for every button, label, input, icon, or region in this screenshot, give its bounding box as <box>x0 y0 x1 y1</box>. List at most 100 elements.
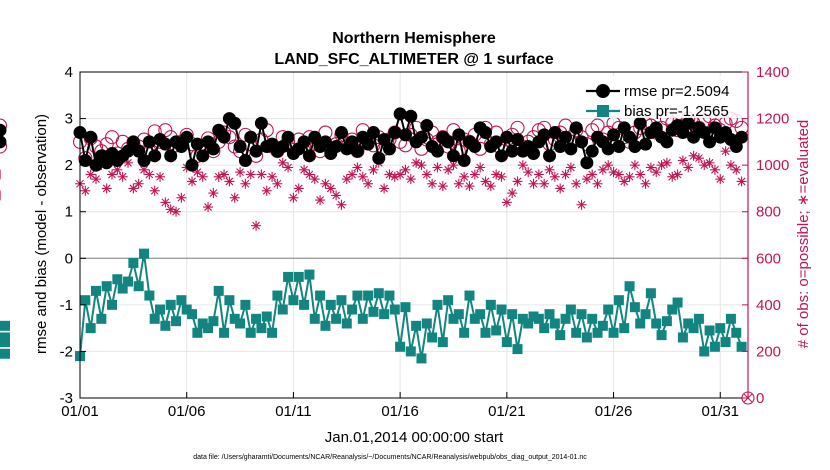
asterisk-stroke <box>305 170 314 179</box>
bias-point <box>544 309 555 320</box>
bias-point <box>491 325 502 336</box>
evaluated-point <box>453 178 464 189</box>
evaluated-point <box>405 174 416 185</box>
evaluated-point <box>235 167 246 178</box>
asterisk-stroke <box>428 179 437 188</box>
asterisk-stroke <box>113 165 122 174</box>
evaluated-point <box>587 169 598 180</box>
bias-point <box>123 276 134 287</box>
bias-point <box>128 257 139 268</box>
bias-point <box>219 327 230 338</box>
rmse-point <box>148 149 162 163</box>
rmse-point <box>441 135 455 149</box>
asterisk-stroke <box>81 186 90 195</box>
evaluated-point <box>187 176 198 187</box>
bias-point <box>523 318 534 329</box>
y-tick-label-right: 1000 <box>756 157 789 174</box>
evaluated-point <box>437 181 448 192</box>
asterisk-stroke <box>737 177 746 186</box>
y-tick-label-left: -2 <box>60 343 73 360</box>
asterisk-stroke <box>204 203 212 211</box>
bias-point <box>400 302 411 313</box>
evaluated-point <box>560 169 571 180</box>
rmse-point <box>196 149 210 163</box>
asterisk-stroke <box>358 172 367 181</box>
rmse-point <box>703 135 717 149</box>
bias-point <box>256 323 267 334</box>
bias-point <box>485 299 496 310</box>
bias-point <box>384 290 395 301</box>
evaluated-point <box>496 171 507 182</box>
rmse-point <box>382 142 396 156</box>
bias-point <box>0 348 10 359</box>
rmse-point <box>569 121 583 135</box>
bias-point <box>203 323 214 334</box>
asterisk-stroke <box>406 175 415 184</box>
bias-point <box>683 318 694 329</box>
bias-point <box>283 271 294 282</box>
evaluated-point <box>208 188 219 199</box>
evaluated-point <box>352 162 363 173</box>
rmse-point <box>249 144 263 158</box>
y-tick-label-left: -3 <box>60 390 73 407</box>
rmse-point <box>505 144 519 158</box>
rmse-point <box>404 109 418 123</box>
bias-point <box>171 316 182 327</box>
bias-point <box>411 320 422 331</box>
bias-point <box>357 313 368 324</box>
bias-point <box>267 327 278 338</box>
bias-point <box>187 309 198 320</box>
rmse-point <box>190 137 204 151</box>
rmse-point <box>158 137 172 151</box>
bias-point <box>581 332 592 343</box>
asterisk-stroke <box>518 161 527 170</box>
y-axis-label-left: rmse and bias (model - observation) <box>33 114 50 354</box>
evaluated-point <box>133 178 144 189</box>
bias-point <box>139 248 150 259</box>
bias-point <box>459 327 470 338</box>
bias-point <box>277 304 288 315</box>
asterisk-stroke <box>513 177 522 186</box>
bias-point <box>288 295 299 306</box>
rmse-point <box>334 126 348 140</box>
bias-point <box>720 337 731 348</box>
bias-point <box>736 341 747 352</box>
evaluated-point <box>267 171 278 182</box>
bias-point <box>677 332 688 343</box>
evaluated-point <box>715 174 726 185</box>
bias-point <box>624 281 635 292</box>
bias-point <box>661 316 672 327</box>
bias-point <box>229 313 240 324</box>
bias-point <box>379 309 390 320</box>
bias-point <box>693 313 704 324</box>
rmse-point <box>420 119 434 133</box>
bias-point <box>619 323 630 334</box>
bias-point <box>699 346 710 357</box>
evaluated-point <box>197 171 208 182</box>
bias-point <box>347 304 358 315</box>
bias-point <box>576 309 587 320</box>
x-tick-label: 01/06 <box>168 403 206 420</box>
bias-point <box>587 313 598 324</box>
asterisk-stroke <box>134 179 143 188</box>
asterisk-stroke <box>454 179 463 188</box>
asterisk-stroke <box>257 170 266 179</box>
bias-point <box>421 318 432 329</box>
asterisk-stroke <box>689 151 698 160</box>
asterisk-stroke <box>316 196 324 204</box>
possible-point <box>0 139 8 154</box>
asterisk-stroke <box>716 175 725 184</box>
evaluated-point <box>432 162 443 173</box>
asterisk-stroke <box>588 170 597 179</box>
asterisk-stroke <box>497 172 506 181</box>
evaluated-point <box>693 153 704 164</box>
evaluated-point <box>117 171 128 182</box>
y-tick-label-left: -1 <box>60 297 73 314</box>
asterisk-stroke <box>236 168 244 177</box>
bias-point <box>480 327 491 338</box>
asterisk-stroke <box>156 172 164 181</box>
asterisk-stroke <box>529 179 538 188</box>
asterisk-stroke <box>679 156 687 165</box>
x-tick-label: 01/26 <box>595 403 633 420</box>
evaluated-point <box>80 185 91 196</box>
